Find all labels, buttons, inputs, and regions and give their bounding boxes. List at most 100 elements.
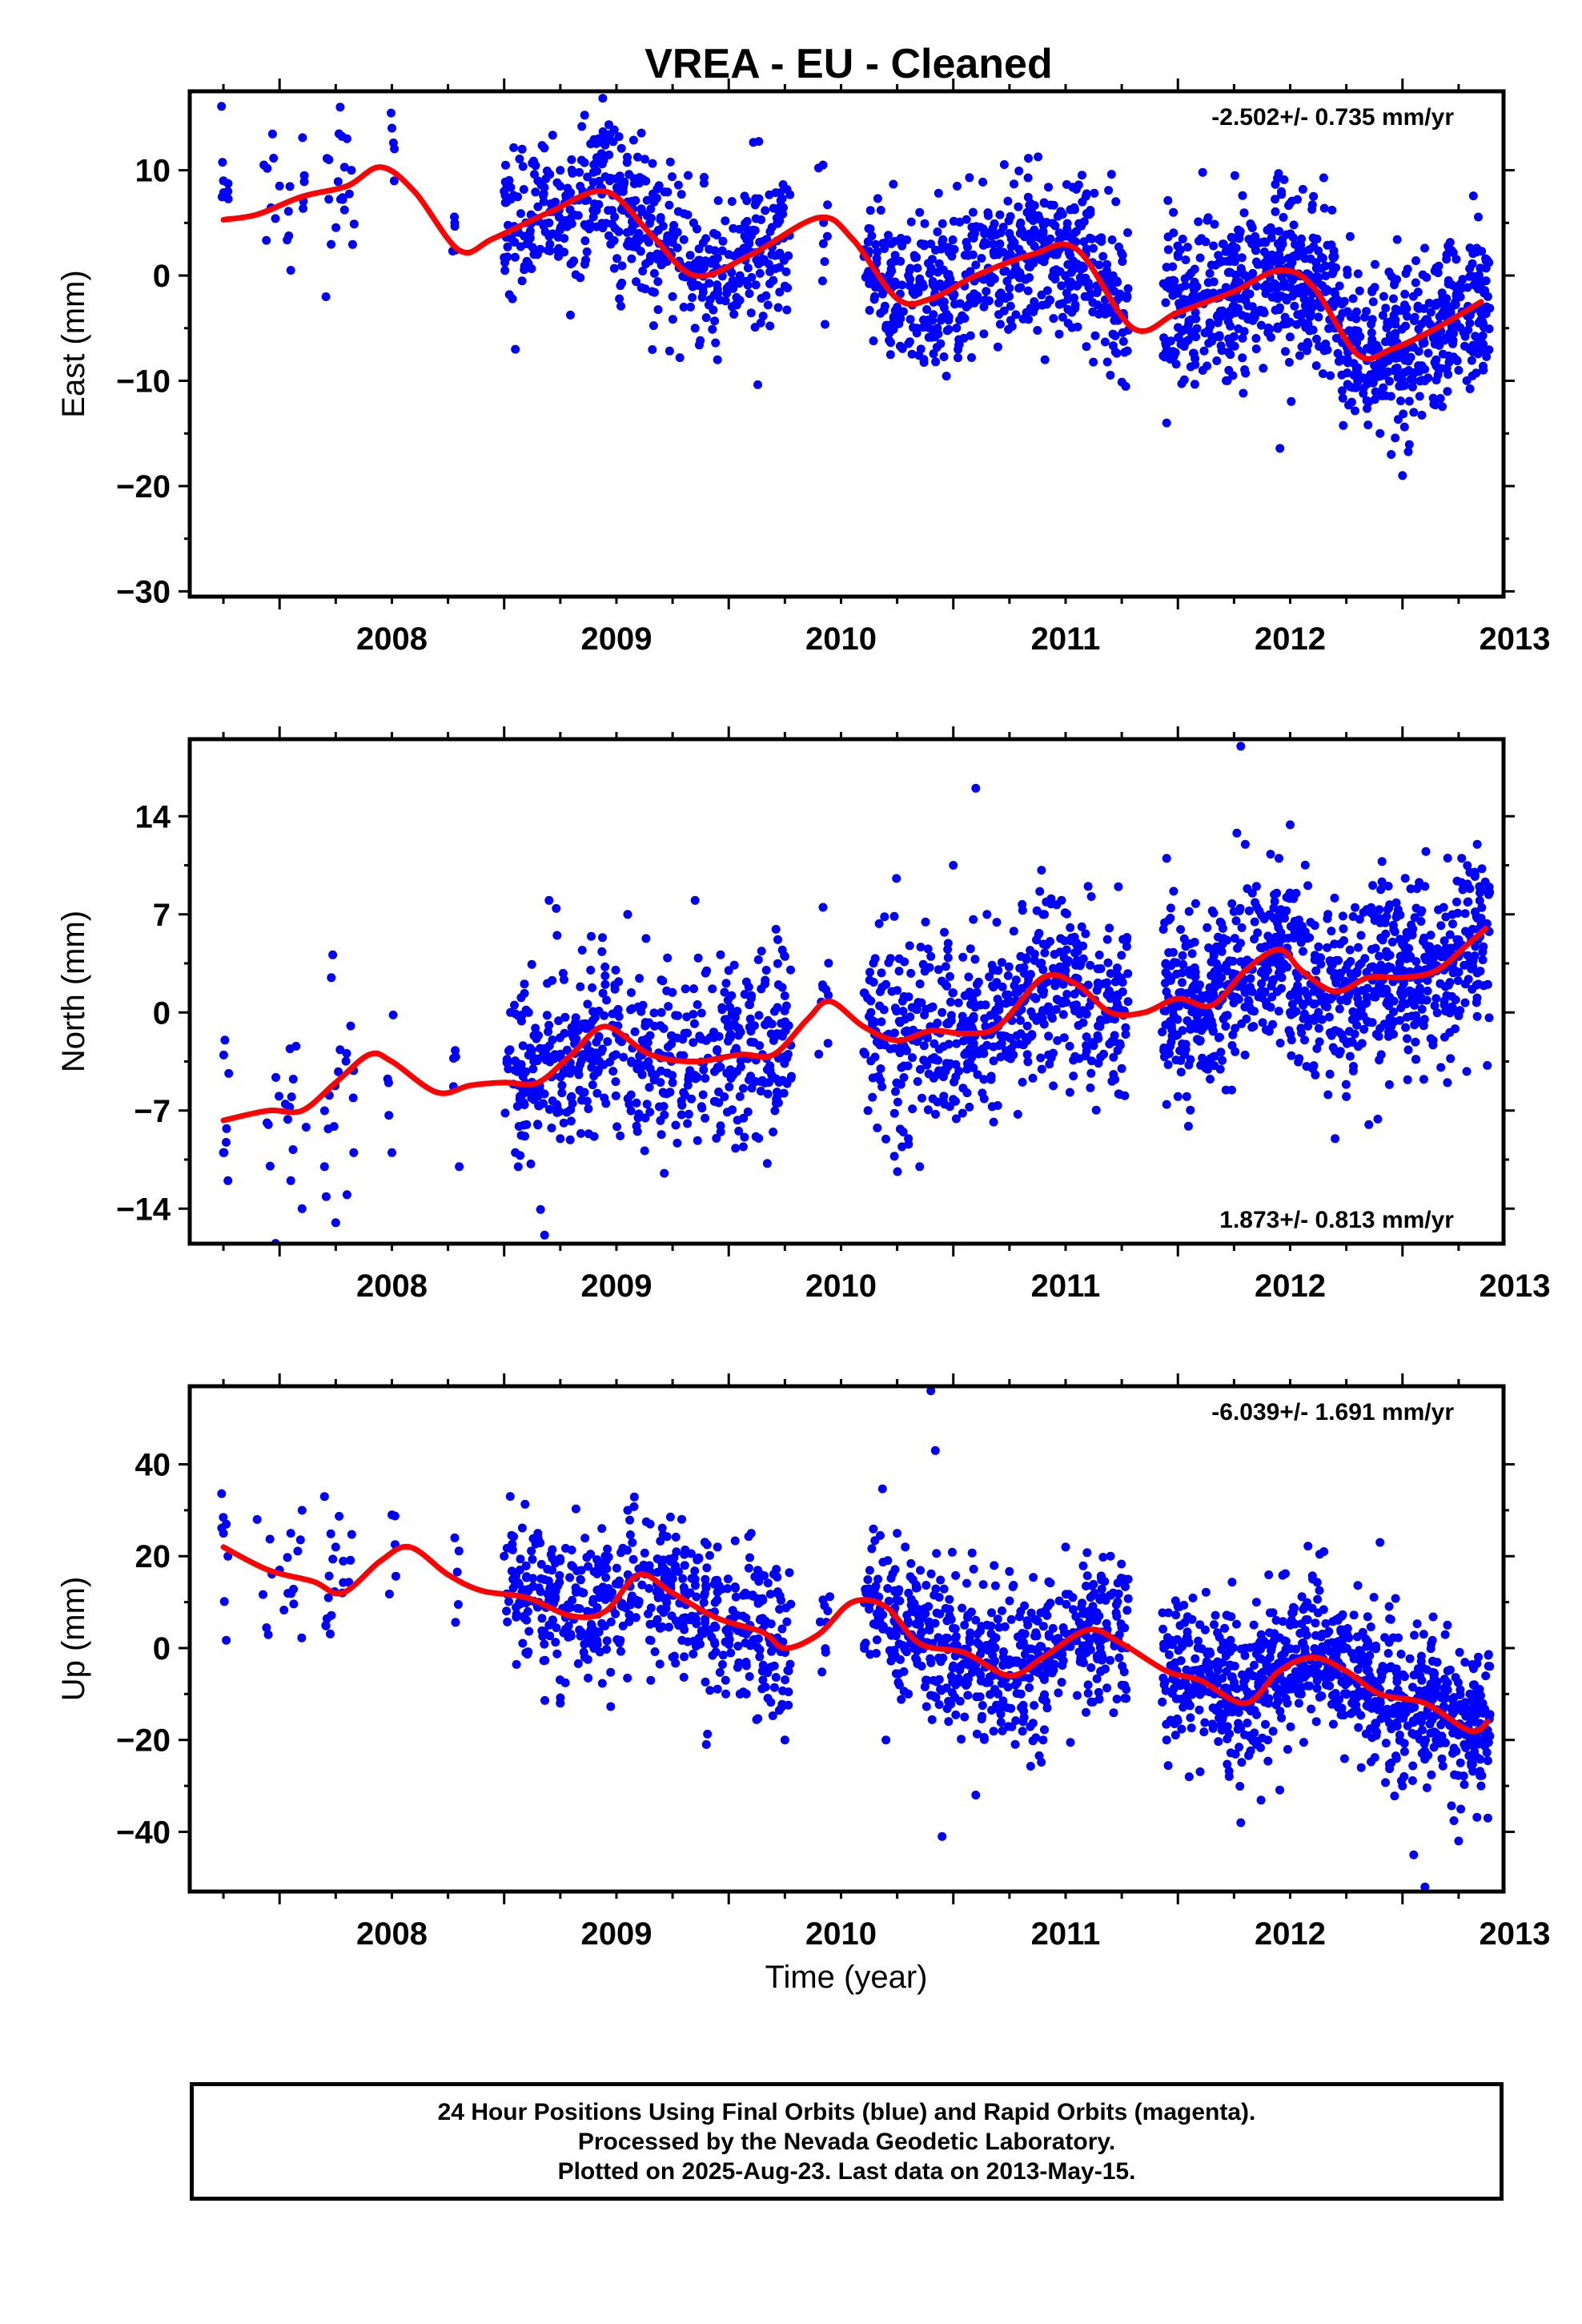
data-point	[1087, 234, 1096, 243]
data-point	[1315, 1037, 1324, 1047]
data-point	[1168, 1006, 1178, 1015]
data-point	[616, 301, 625, 311]
data-point	[1286, 820, 1295, 830]
data-point	[880, 912, 889, 922]
data-point	[721, 216, 730, 226]
data-point	[341, 1056, 351, 1066]
data-point	[705, 1686, 715, 1695]
data-point	[612, 1563, 621, 1573]
data-point	[865, 224, 875, 234]
data-point	[1171, 360, 1181, 369]
data-point	[533, 1120, 542, 1129]
data-point	[675, 353, 685, 363]
data-point	[701, 1035, 711, 1045]
data-point	[724, 1022, 733, 1031]
data-point	[624, 1100, 634, 1109]
data-point	[1038, 910, 1048, 919]
data-point	[1460, 998, 1470, 1007]
data-point	[580, 111, 589, 120]
data-point	[1065, 1088, 1074, 1097]
data-point	[531, 1023, 540, 1033]
data-point	[907, 349, 917, 359]
data-point	[770, 251, 780, 260]
data-point	[1016, 1689, 1026, 1699]
data-point	[1472, 839, 1482, 849]
data-point	[946, 971, 954, 981]
data-point	[1279, 278, 1289, 287]
data-point	[1161, 298, 1170, 308]
data-point	[222, 1137, 231, 1147]
data-point	[869, 959, 878, 968]
data-point	[1399, 422, 1409, 432]
data-point	[222, 1124, 231, 1133]
data-point	[1401, 269, 1411, 278]
data-point	[566, 310, 575, 320]
data-point	[1021, 275, 1030, 284]
data-point	[895, 1018, 905, 1027]
data-point	[1287, 196, 1297, 206]
data-point	[1448, 919, 1457, 929]
data-point	[1003, 196, 1013, 206]
data-point	[1007, 322, 1017, 331]
data-point	[1231, 276, 1241, 286]
data-point	[1166, 1037, 1176, 1047]
data-point	[716, 950, 725, 959]
data-point	[1334, 356, 1343, 366]
data-point	[1034, 152, 1043, 162]
data-point	[1479, 361, 1488, 371]
data-point	[275, 1092, 283, 1101]
data-point	[773, 303, 783, 312]
data-point	[1327, 205, 1337, 215]
data-point	[581, 255, 590, 265]
data-point	[1368, 297, 1378, 307]
data-point	[1426, 1034, 1435, 1043]
data-point	[1191, 314, 1201, 324]
data-point	[1016, 1015, 1025, 1025]
data-point	[633, 1002, 643, 1011]
data-point	[918, 959, 928, 969]
data-point	[271, 1072, 280, 1082]
data-point	[1477, 864, 1487, 874]
data-point	[934, 965, 943, 975]
data-point	[1207, 260, 1216, 270]
data-point	[1205, 318, 1215, 328]
data-point	[1298, 184, 1307, 194]
data-point	[548, 1035, 557, 1044]
data-point	[299, 177, 309, 187]
data-point	[1452, 935, 1462, 944]
data-point	[1078, 1561, 1088, 1570]
data-point	[285, 1044, 295, 1054]
data-point	[640, 155, 649, 164]
data-point	[544, 1027, 553, 1036]
data-point	[566, 1116, 576, 1126]
data-point	[1002, 276, 1012, 286]
data-point	[889, 1108, 899, 1118]
data-point	[1289, 220, 1299, 230]
data-point	[656, 1623, 665, 1633]
data-point	[578, 1050, 588, 1059]
data-point	[923, 944, 933, 954]
data-point	[785, 1568, 794, 1578]
data-point	[455, 1162, 464, 1172]
data-point	[541, 1055, 551, 1064]
data-point	[628, 1538, 637, 1547]
data-point	[721, 1689, 730, 1699]
data-point	[750, 200, 760, 210]
data-point	[818, 160, 828, 170]
data-point	[1173, 1092, 1182, 1101]
data-point	[552, 903, 561, 913]
data-point	[729, 223, 738, 233]
data-point	[1236, 957, 1246, 967]
data-point	[1339, 924, 1348, 934]
data-point	[775, 287, 785, 297]
data-point	[1257, 911, 1267, 920]
data-point	[265, 1534, 275, 1544]
data-point	[977, 254, 986, 263]
data-point	[825, 1592, 834, 1602]
data-point	[948, 235, 958, 244]
data-point	[1389, 996, 1399, 1006]
data-point	[1158, 351, 1168, 360]
data-point	[524, 1051, 533, 1059]
data-point	[950, 300, 959, 309]
data-point	[1465, 867, 1475, 877]
